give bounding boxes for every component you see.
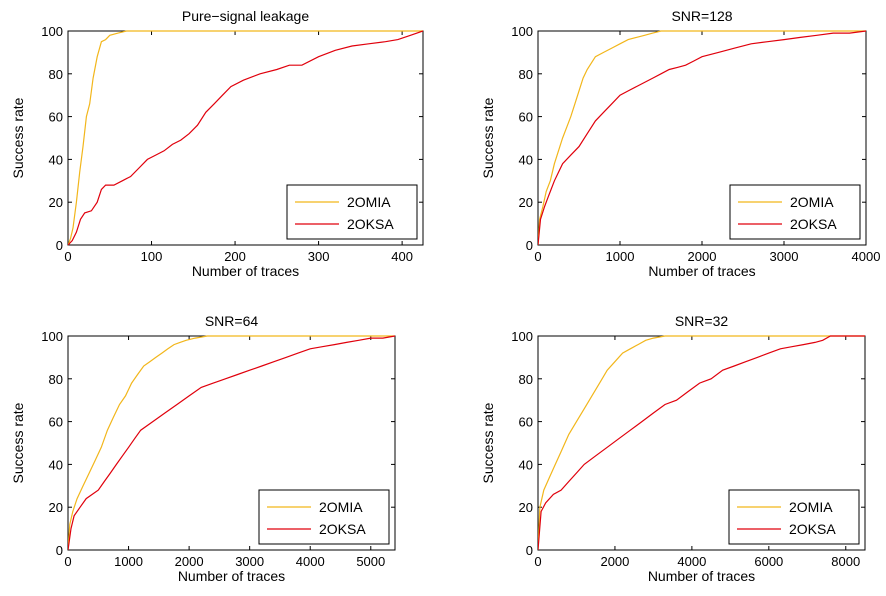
y-tick-label: 20 [519,500,533,515]
y-tick-label: 100 [511,329,533,344]
y-axis-label: Success rate [10,402,26,483]
y-tick-label: 100 [511,24,533,39]
chart-title: SNR=64 [205,313,259,329]
x-axis-label: Number of traces [178,568,285,584]
legend: 2OMIA 2OKSA [728,489,860,545]
y-tick-label: 60 [49,110,63,125]
legend-label-2oksa: 2OKSA [789,521,836,537]
x-tick-label: 3000 [235,554,264,569]
x-tick-label: 5000 [356,554,385,569]
legend-label-2oksa: 2OKSA [319,521,366,537]
legend-label-2oksa: 2OKSA [790,216,837,232]
y-tick-label: 60 [519,110,533,125]
legend-box [728,489,860,545]
x-tick-label: 300 [308,249,330,264]
x-tick-label: 4000 [677,554,706,569]
y-axis-label: Success rate [480,402,496,483]
series-line-2oksa [68,30,423,246]
legend: 2OMIA 2OKSA [286,184,418,240]
x-tick-label: 1000 [606,249,635,264]
series-line-2omia [538,335,865,551]
legend-label-2omia: 2OMIA [790,194,834,210]
x-tick-label: 400 [391,249,413,264]
y-tick-label: 80 [519,67,533,82]
legend-label-2omia: 2OMIA [789,499,833,515]
x-tick-label: 4000 [296,554,325,569]
chart-panel-1: 0 100 200 300 400 0 20 40 60 80 100 Pure−signal lea… [10,8,424,279]
y-tick-label: 0 [56,543,63,558]
x-axis-label: Number of traces [192,263,299,279]
legend-box [286,184,418,240]
y-tick-label: 20 [519,195,533,210]
x-tick-label: 200 [224,249,246,264]
series-line-2omia [68,30,423,246]
x-tick-label: 2000 [600,554,629,569]
legend-label-2omia: 2OMIA [319,499,363,515]
y-axis-label: Success rate [10,97,26,178]
legend-box [258,489,390,545]
x-tick-label: 1000 [114,554,143,569]
chart-panel-2: 0 1000 2000 3000 4000 0 20 40 60 80 100 SNR=128 Numb… [480,8,880,279]
y-tick-label: 80 [49,67,63,82]
x-axis-label: Number of traces [648,568,755,584]
y-tick-label: 100 [41,24,63,39]
y-tick-label: 0 [56,238,63,253]
legend-label-2omia: 2OMIA [347,194,391,210]
y-tick-label: 20 [49,500,63,515]
y-tick-label: 60 [49,415,63,430]
x-tick-label: 0 [64,249,71,264]
x-tick-label: 0 [534,554,541,569]
y-tick-label: 0 [526,543,533,558]
series-line-2oksa [538,335,865,551]
y-tick-label: 80 [49,372,63,387]
x-tick-label: 0 [534,249,541,264]
y-tick-label: 0 [526,238,533,253]
y-tick-label: 20 [49,195,63,210]
x-tick-label: 8000 [831,554,860,569]
chart-title: SNR=32 [675,313,729,329]
series-line-2oksa [68,335,395,551]
x-tick-label: 2000 [688,249,717,264]
series-line-2omia [538,30,866,246]
legend-label-2oksa: 2OKSA [347,216,394,232]
x-tick-label: 6000 [754,554,783,569]
y-tick-label: 40 [49,457,63,472]
chart-title: Pure−signal leakage [182,8,309,24]
y-tick-label: 40 [519,152,533,167]
x-tick-label: 100 [141,249,163,264]
x-tick-label: 4000 [852,249,881,264]
y-tick-label: 40 [519,457,533,472]
chart-title: SNR=128 [671,8,732,24]
legend-box [729,184,861,240]
series-line-2omia [68,335,395,551]
legend: 2OMIA 2OKSA [729,184,861,240]
series-line-2oksa [538,30,866,246]
legend: 2OMIA 2OKSA [258,489,390,545]
x-tick-label: 2000 [175,554,204,569]
y-axis-label: Success rate [480,97,496,178]
chart-panel-4: 0 2000 4000 6000 8000 0 20 40 60 80 100 SNR=32 Numbe… [480,313,866,584]
x-tick-label: 0 [64,554,71,569]
chart-panel-3: 0 1000 2000 3000 4000 5000 0 20 40 60 80 100 SNR=64 N… [10,313,396,584]
x-axis-label: Number of traces [648,263,755,279]
y-tick-label: 40 [49,152,63,167]
y-tick-label: 60 [519,415,533,430]
y-tick-label: 100 [41,329,63,344]
x-tick-label: 3000 [770,249,799,264]
y-tick-label: 80 [519,372,533,387]
